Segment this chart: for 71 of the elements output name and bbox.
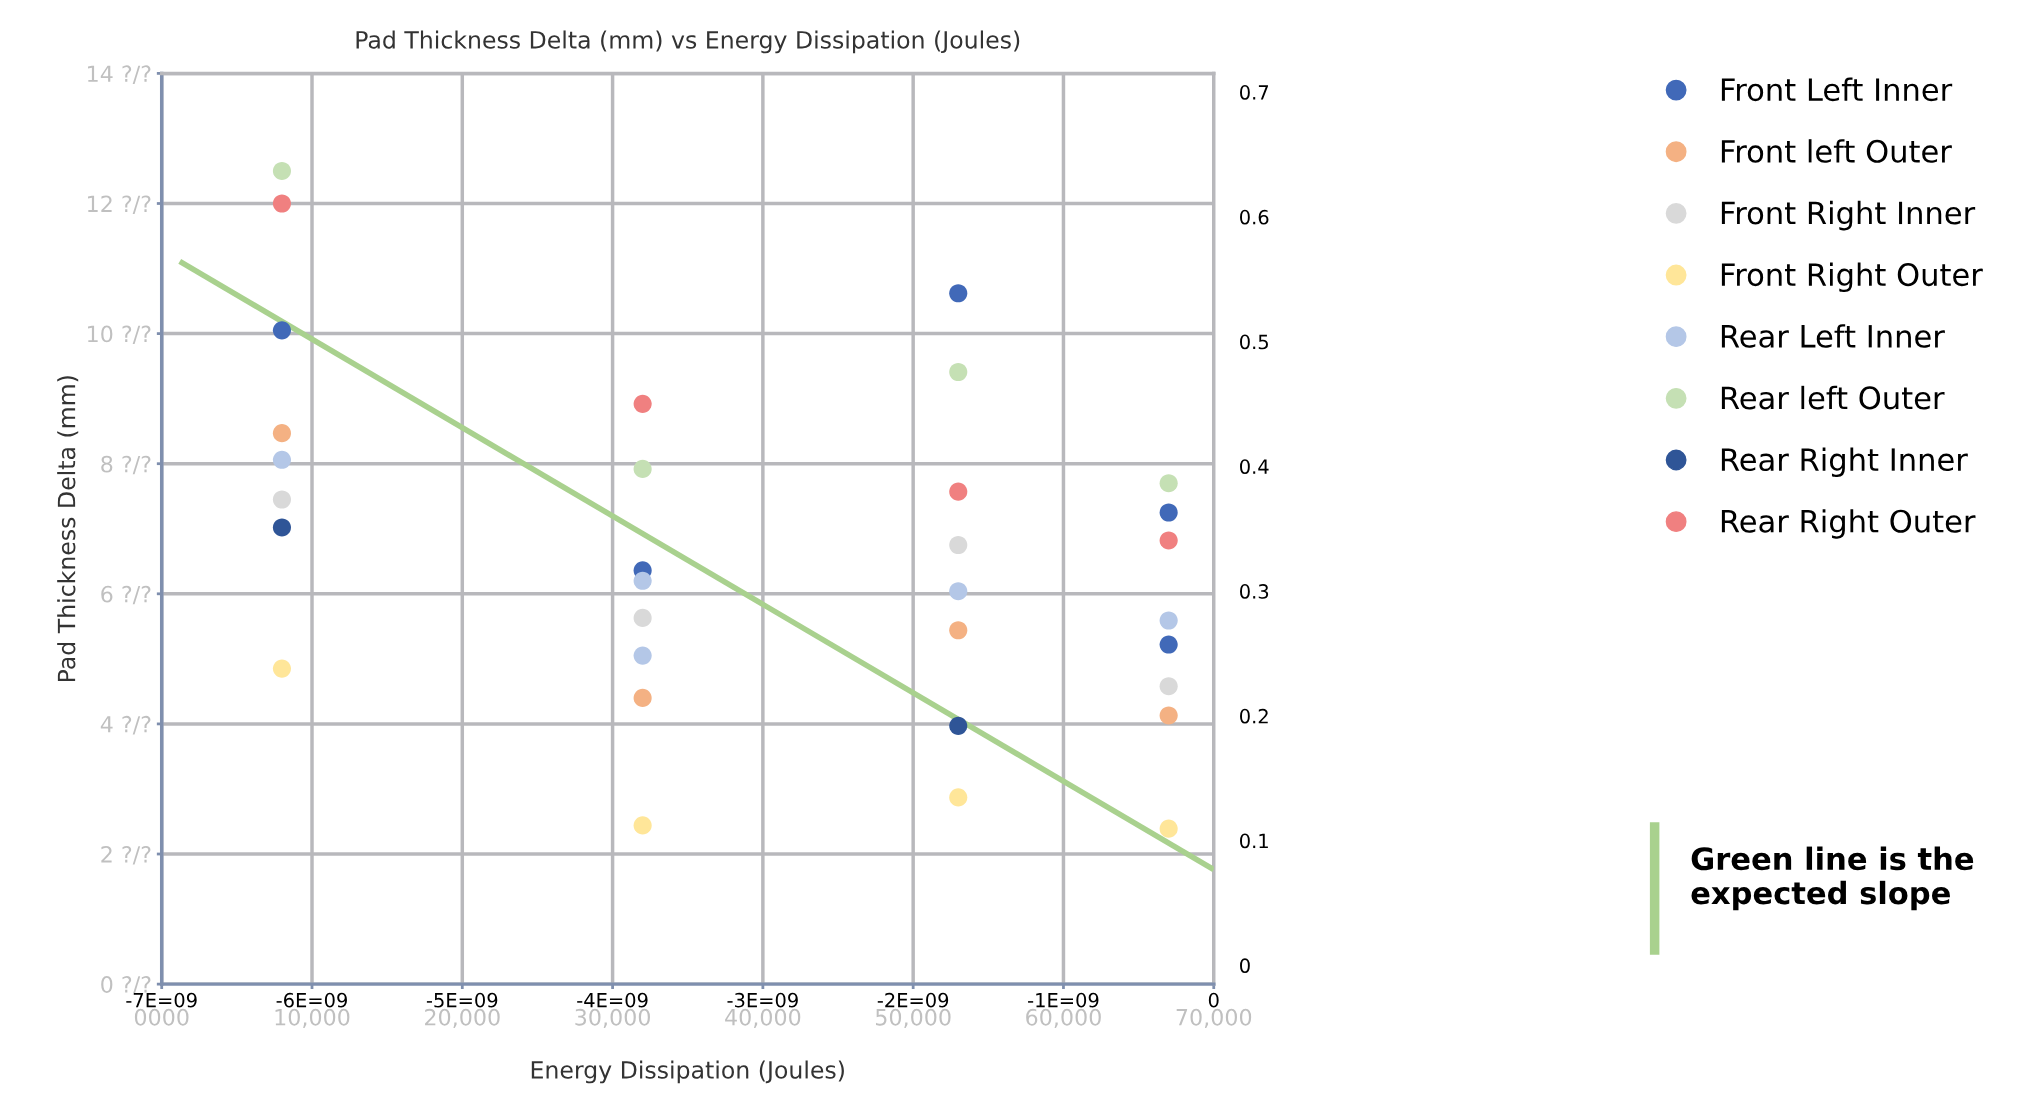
point <box>272 450 291 469</box>
y2-tick-label: 0.6 <box>1240 209 1269 225</box>
legend-label: Front Right Inner <box>1721 200 1976 231</box>
point <box>272 490 291 509</box>
point <box>1159 611 1178 630</box>
point <box>272 424 291 443</box>
y-tick-label: 2 ?/? <box>101 845 151 865</box>
point <box>633 688 652 707</box>
text: 0 <box>1208 992 1219 1008</box>
y2-tick-label: 0.2 <box>1240 708 1268 724</box>
y-tick-label: 6 ?/? <box>101 585 151 605</box>
y-tick-label: 10 ?/? <box>88 325 151 345</box>
point <box>949 482 968 501</box>
y2-tick-label: 0.4 <box>1240 459 1269 475</box>
point <box>633 571 652 590</box>
x-tick-label: 60,000 <box>1026 1008 1101 1028</box>
x-tick-label: 10,000 <box>275 1008 350 1028</box>
point <box>1159 706 1178 725</box>
y-tick-label: 12 ?/? <box>88 195 151 214</box>
legend-label: Front Right Outer <box>1721 262 1983 293</box>
x-tick-label: 40,000 <box>725 1008 801 1028</box>
legend-label: Rear Right Outer <box>1721 509 1976 539</box>
point <box>272 518 291 537</box>
point <box>272 161 291 181</box>
point <box>949 362 968 382</box>
point <box>1159 503 1178 522</box>
y-axis-title: Pad Thickness Delta (mm) <box>57 376 79 682</box>
y2-tick-label: 0.3 <box>1240 584 1269 599</box>
x-axis-title: Energy Dissipation (Joules) <box>531 1060 844 1084</box>
x-tick-label: 0000 <box>134 1008 189 1026</box>
x-tick-label: 20,000 <box>425 1008 500 1028</box>
y2-tick-label: 0.1 <box>1240 833 1268 849</box>
point <box>1159 819 1178 838</box>
point <box>633 816 652 835</box>
point <box>1159 474 1178 493</box>
y-tick-label: 4 ?/? <box>100 715 151 735</box>
point <box>949 788 968 807</box>
point <box>949 621 968 640</box>
text: -2E=09 <box>877 992 949 1008</box>
point <box>1159 531 1178 550</box>
text: Green line is the expected slope <box>1691 846 1974 911</box>
x-tick-label: 50,000 <box>876 1008 951 1028</box>
text: -3E=09 <box>727 992 798 1008</box>
point <box>272 194 291 213</box>
text: -5E=09 <box>426 992 498 1008</box>
point <box>633 394 652 413</box>
chart-title: Pad Thickness Delta (mm) vs Energy Dissipation (Joules) <box>356 30 1020 54</box>
y2-tick-label: 0.7 <box>1240 85 1269 100</box>
point <box>272 321 291 340</box>
y-tick-label: 14 ?/? <box>88 65 151 84</box>
legend-label: Rear left Outer <box>1721 385 1945 410</box>
y2-tick-label: 0.5 <box>1240 334 1268 350</box>
legend-label: Front left Outer <box>1721 139 1952 163</box>
point <box>1159 677 1178 696</box>
text: -4E=09 <box>577 992 648 1008</box>
text: -6E=09 <box>276 992 347 1008</box>
point <box>949 716 968 735</box>
point <box>272 659 291 678</box>
point <box>633 608 652 627</box>
legend-label: Rear Right Inner <box>1721 447 1968 478</box>
point <box>949 582 968 601</box>
y2-tick-label: 0 <box>1240 958 1250 974</box>
text: -1E=09 <box>1028 992 1099 1008</box>
point <box>949 535 968 555</box>
x-tick-label: 70,000 <box>1176 1008 1252 1028</box>
point <box>949 284 968 303</box>
legend-label: Front Left Inner <box>1721 77 1953 102</box>
point <box>633 459 652 478</box>
legend-label: Rear Left Inner <box>1721 324 1945 348</box>
y-tick-label: 8 ?/? <box>101 455 151 475</box>
x-tick-label: 30,000 <box>575 1008 650 1028</box>
